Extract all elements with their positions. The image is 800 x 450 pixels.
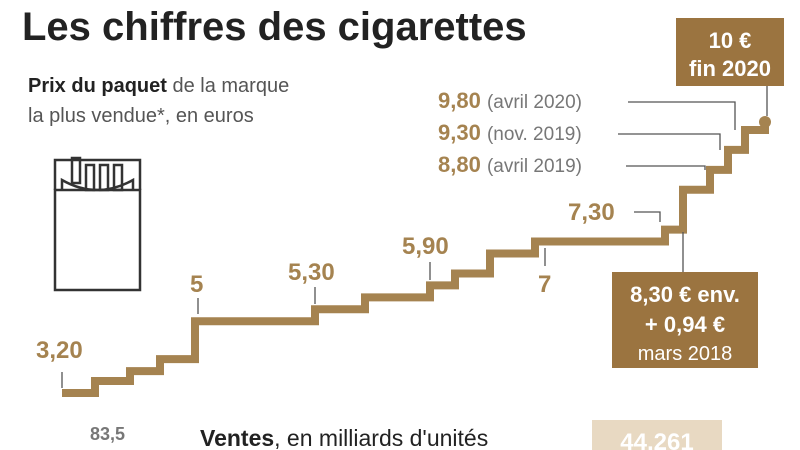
label-value: 8,80	[438, 152, 481, 177]
label: 5,30	[288, 259, 335, 286]
leader	[626, 165, 706, 170]
callout-box	[676, 18, 784, 86]
chart	[62, 116, 771, 397]
sales-start: 83,5	[90, 424, 125, 444]
label: 9,30 (nov. 2019)	[438, 120, 582, 145]
label: 5,90	[402, 233, 449, 260]
label-date: (avril 2019)	[487, 156, 582, 177]
callout-text: + 0,94 €	[645, 312, 725, 337]
callout-text: fin 2020	[689, 56, 771, 81]
subtitle-rest: de la marque	[167, 75, 289, 97]
label-value: 9,80	[438, 88, 481, 113]
sales-bold: Ventes	[200, 425, 274, 450]
callout-text: 10 €	[709, 28, 752, 53]
pack-icon	[53, 156, 142, 292]
callout-box	[612, 272, 758, 368]
label-date: (avril 2020)	[487, 92, 582, 113]
label: 9,80 (avril 2020)	[438, 88, 582, 113]
leader	[628, 101, 736, 130]
leader	[618, 133, 721, 150]
sales-box	[592, 420, 722, 450]
label-value: 9,30	[438, 120, 481, 145]
callout-text: 8,30 € env.	[630, 282, 740, 307]
label: 7	[538, 271, 551, 298]
label: 7,30	[568, 199, 615, 226]
subtitle-bold: Prix du paquet	[28, 75, 167, 97]
sales-rest: , en milliards d'unités	[274, 425, 488, 450]
sales-end: 44,261	[620, 429, 693, 450]
label: 3,20	[36, 337, 83, 364]
label-date: (nov. 2019)	[487, 124, 582, 145]
title: Les chiffres des cigarettes	[22, 5, 527, 49]
sales-title: Ventes, en milliards d'unités	[200, 425, 488, 450]
label: 5	[190, 271, 203, 298]
leader	[634, 211, 661, 222]
subtitle-line2: la plus vendue*, en euros	[28, 105, 254, 127]
label: 8,80 (avril 2019)	[438, 152, 582, 177]
callout-text: mars 2018	[638, 343, 733, 365]
price-line	[62, 122, 769, 397]
subtitle: Prix du paquet de la marque	[28, 75, 289, 97]
end-dot	[759, 116, 771, 128]
